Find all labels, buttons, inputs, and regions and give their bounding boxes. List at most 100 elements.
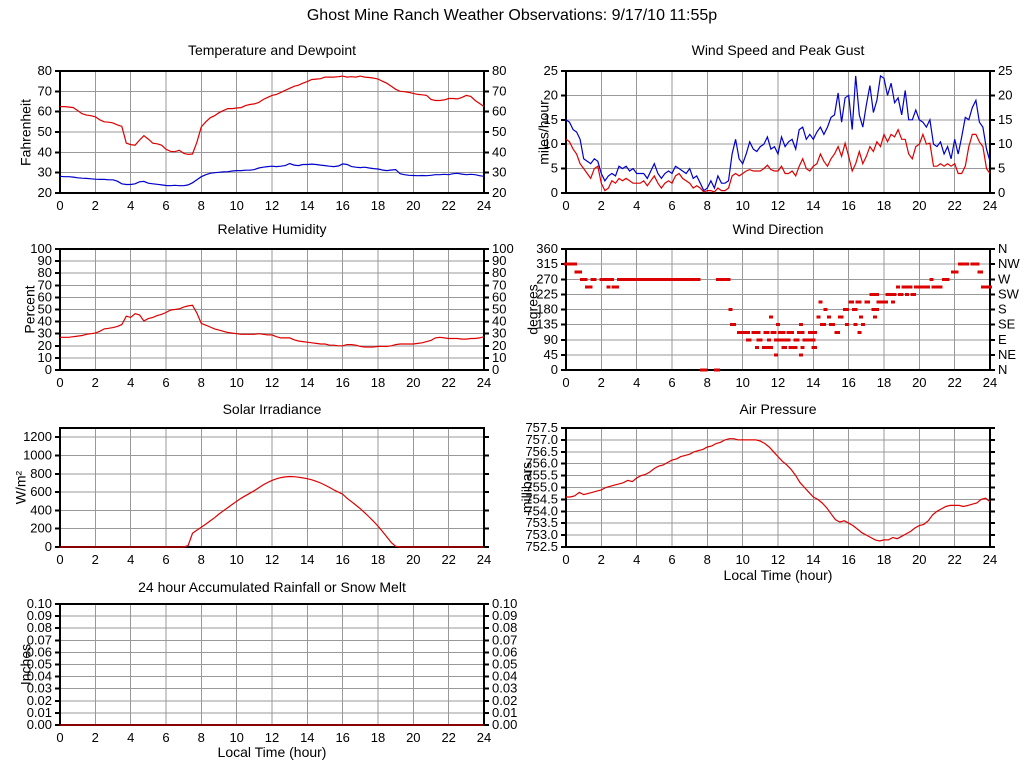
scatter-point [821, 323, 826, 327]
scatter-point [781, 338, 786, 342]
scatter-point [799, 353, 803, 357]
y-axis-label-watts-per-m2: W/m² [12, 470, 29, 505]
x-tick-label: 10 [229, 730, 243, 745]
y-tick-label-right: 0.00 [492, 717, 517, 732]
x-tick-label: 18 [371, 552, 385, 567]
x-tick-label: 12 [265, 375, 279, 390]
scatter-point [776, 338, 780, 342]
x-tick-label: 8 [704, 198, 711, 213]
x-tick-label: 10 [735, 198, 749, 213]
y-tick-label-right: 30 [492, 165, 506, 180]
scatter-point [800, 330, 805, 334]
y-tick-label: 180 [536, 302, 558, 317]
x-tick-label: 10 [735, 552, 749, 567]
x-tick-label: 6 [162, 552, 169, 567]
y-tick-label: 100 [30, 241, 52, 256]
scatter-point [839, 315, 844, 319]
tick-labels: 0 2 4 6 8 10 12 14 16 18 20 22 240510152025051015202… [544, 63, 1013, 213]
series-peak-gust-line [565, 74, 991, 192]
y-tick-label: 0.06 [27, 644, 52, 659]
x-tick-label: 14 [300, 198, 314, 213]
x-tick-label: 24 [477, 730, 491, 745]
scatter-point [827, 315, 832, 319]
y-tick-label-right: 70 [492, 83, 506, 98]
y-tick-label: 40 [38, 144, 52, 159]
scatter-point [811, 338, 816, 342]
x-tick-label: 12 [265, 198, 279, 213]
series-temperature-line [60, 75, 485, 156]
x-tick-label: 8 [704, 552, 711, 567]
scatter-point [768, 315, 773, 319]
x-tick-label: 20 [912, 375, 926, 390]
y-tick-label-right: 0 [492, 362, 499, 377]
scatter-point [975, 262, 980, 266]
scatter-point [929, 277, 934, 281]
x-tick-label: 20 [406, 730, 420, 745]
plot-border [565, 70, 991, 194]
scatter-point [869, 292, 874, 296]
scatter-point [853, 323, 858, 327]
x-tick-label: 22 [441, 552, 455, 567]
x-tick-label: 24 [983, 198, 997, 213]
y-tick-label-right: 80 [492, 63, 506, 78]
y-tick-label-right: SE [998, 317, 1016, 332]
y-tick-label: 30 [38, 165, 52, 180]
series-relative-humidity-line [60, 304, 485, 348]
x-tick-label: 6 [162, 730, 169, 745]
scatter-point [816, 315, 821, 319]
y-tick-label-right: 0.10 [492, 596, 517, 611]
y-tick-label: 20 [544, 87, 558, 102]
y-tick-label: 754.0 [525, 503, 558, 518]
x-tick-label: 24 [983, 375, 997, 390]
scatter-point [818, 300, 823, 304]
scatter-point [979, 270, 984, 274]
scatter-point [728, 308, 733, 311]
x-tick-label: 22 [947, 198, 961, 213]
scatter-point [756, 330, 761, 334]
y-tick-label-right: 0.07 [492, 632, 517, 647]
series-dewpoint-line [59, 162, 485, 187]
y-tick-label: 135 [536, 317, 558, 332]
scatter-point [726, 277, 731, 281]
scatter-point [871, 308, 876, 311]
scatter-point [747, 338, 752, 342]
x-tick-label: 6 [668, 552, 675, 567]
y-tick-label: 756.0 [525, 456, 558, 471]
chart-title-wind-speed-gust: Wind Speed and Peak Gust [691, 42, 865, 58]
series-solar-irradiance-line [60, 475, 484, 548]
y-tick-label: 0.02 [27, 693, 52, 708]
y-tick-label: 0 [551, 362, 558, 377]
scatter-point [853, 308, 858, 311]
x-tick-label: 14 [300, 730, 314, 745]
y-tick-label-right: S [998, 302, 1007, 317]
scatter-point [696, 277, 701, 281]
y-tick-label: 756.5 [525, 444, 558, 459]
x-tick-label: 20 [406, 552, 420, 567]
chart-humidity: 0 2 4 6 8 10 12 14 16 18 20 22 240102030405060708090… [30, 241, 513, 390]
y-tick-label: 754.5 [525, 491, 558, 506]
y-tick-label-right: NE [998, 347, 1016, 362]
y-tick-label-right: 50 [492, 124, 506, 139]
y-tick-label: 0.04 [27, 669, 52, 684]
plot-border [59, 70, 485, 194]
tick-labels: 0 2 4 6 8 10 12 14 16 18 20 22 242030405060708020304… [38, 63, 507, 213]
scatter-point [860, 323, 865, 327]
x-tick-label: 16 [841, 552, 855, 567]
chart-solar: 0 2 4 6 8 10 12 14 16 18 20 22 240200400600800100012… [23, 427, 491, 567]
x-tick-label: 2 [92, 552, 99, 567]
y-axis-label-miles-per-hour: miles/hour [535, 100, 552, 165]
y-tick-label-right: 0.03 [492, 681, 517, 696]
x-tick-label: 4 [633, 552, 640, 567]
scatter-point [844, 308, 849, 311]
x-tick-label: 10 [229, 375, 243, 390]
y-axis-label-degrees: degrees [524, 284, 541, 335]
y-tick-label: 270 [536, 271, 558, 286]
y-tick-label-right: 15 [998, 112, 1012, 127]
scatter-point [857, 330, 862, 334]
scatter-point [703, 368, 708, 372]
x-tick-label: 10 [735, 375, 749, 390]
x-tick-label: 0 [562, 552, 569, 567]
y-tick-label-right: N [998, 362, 1007, 377]
y-tick-label: 0.08 [27, 620, 52, 635]
